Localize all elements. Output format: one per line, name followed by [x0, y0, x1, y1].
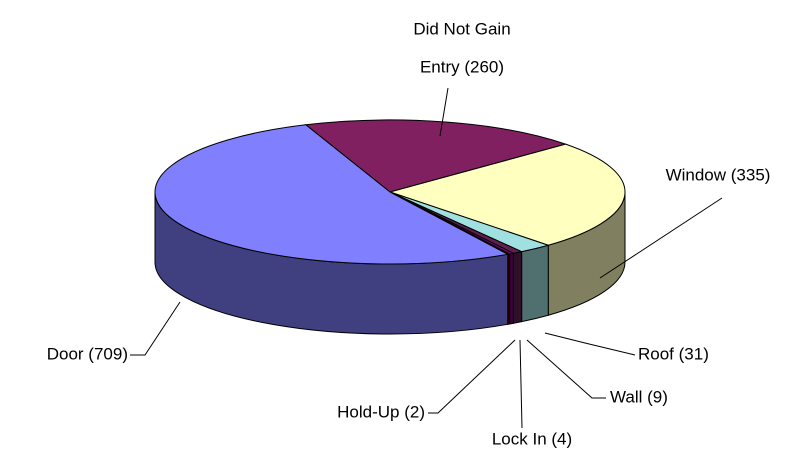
slice-label: Wall (9)	[610, 387, 668, 406]
pie-side	[509, 252, 514, 325]
slice-label: Door (709)	[47, 344, 128, 363]
slice-label: Did Not Gain	[413, 19, 510, 38]
leader-line	[519, 339, 523, 429]
pie-tops	[154, 119, 626, 265]
leader-line	[544, 332, 636, 356]
pie-side	[512, 251, 523, 324]
leader-line	[130, 301, 181, 356]
slice-label: Window (335)	[666, 165, 771, 184]
pie-side	[521, 244, 549, 323]
slice-label: Entry (260)	[420, 57, 504, 76]
pie-sides	[154, 191, 626, 335]
slice-label: Roof (31)	[638, 344, 709, 363]
pie-slice	[388, 143, 626, 246]
leader-line	[599, 197, 723, 279]
pie-slice	[304, 119, 568, 193]
leader-line	[526, 339, 606, 399]
slice-label: Hold-Up (2)	[337, 402, 425, 421]
leader-line	[439, 87, 449, 137]
leader-line	[428, 339, 516, 414]
slice-label: Lock In (4)	[492, 429, 572, 448]
pie-slice	[154, 124, 510, 265]
